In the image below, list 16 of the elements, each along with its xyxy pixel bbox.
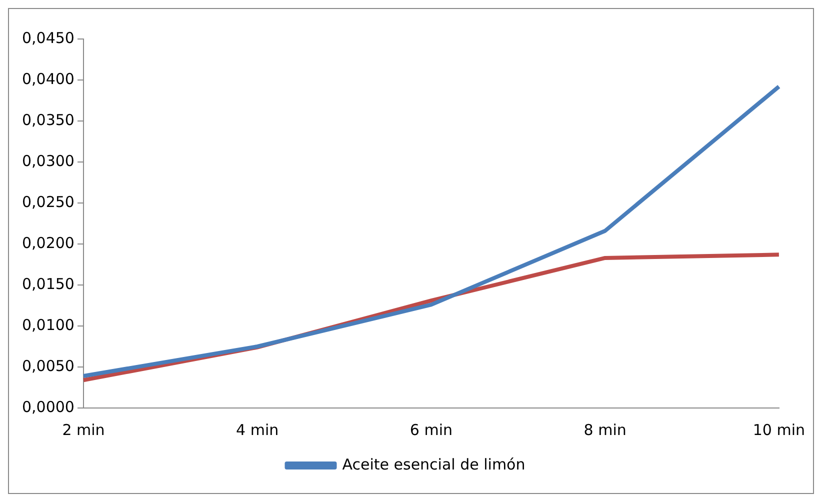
y-tick-label: 0,0300	[22, 152, 74, 170]
x-tick-label: 10 min	[752, 420, 806, 439]
x-tick-label: 8 min	[584, 420, 626, 439]
y-tick-label: 0,0350	[22, 110, 74, 129]
y-tick-label: 0,0050	[22, 356, 74, 375]
y-tick-label: 0,0000	[22, 398, 74, 416]
x-tick-label: 4 min	[236, 420, 279, 439]
y-tick-label: 0,0200	[22, 234, 74, 252]
y-tick-label: 0,0100	[22, 316, 74, 334]
y-tick-label: 0,0150	[22, 274, 74, 293]
y-tick-label: 0,0450	[22, 28, 74, 47]
x-tick-label: 6 min	[410, 420, 453, 439]
y-tick-label: 0,0400	[22, 70, 74, 88]
legend-label: Aceite esencial de limón	[342, 455, 526, 474]
y-tick-label: 0,0250	[22, 192, 74, 211]
x-tick-label: 2 min	[62, 420, 105, 439]
